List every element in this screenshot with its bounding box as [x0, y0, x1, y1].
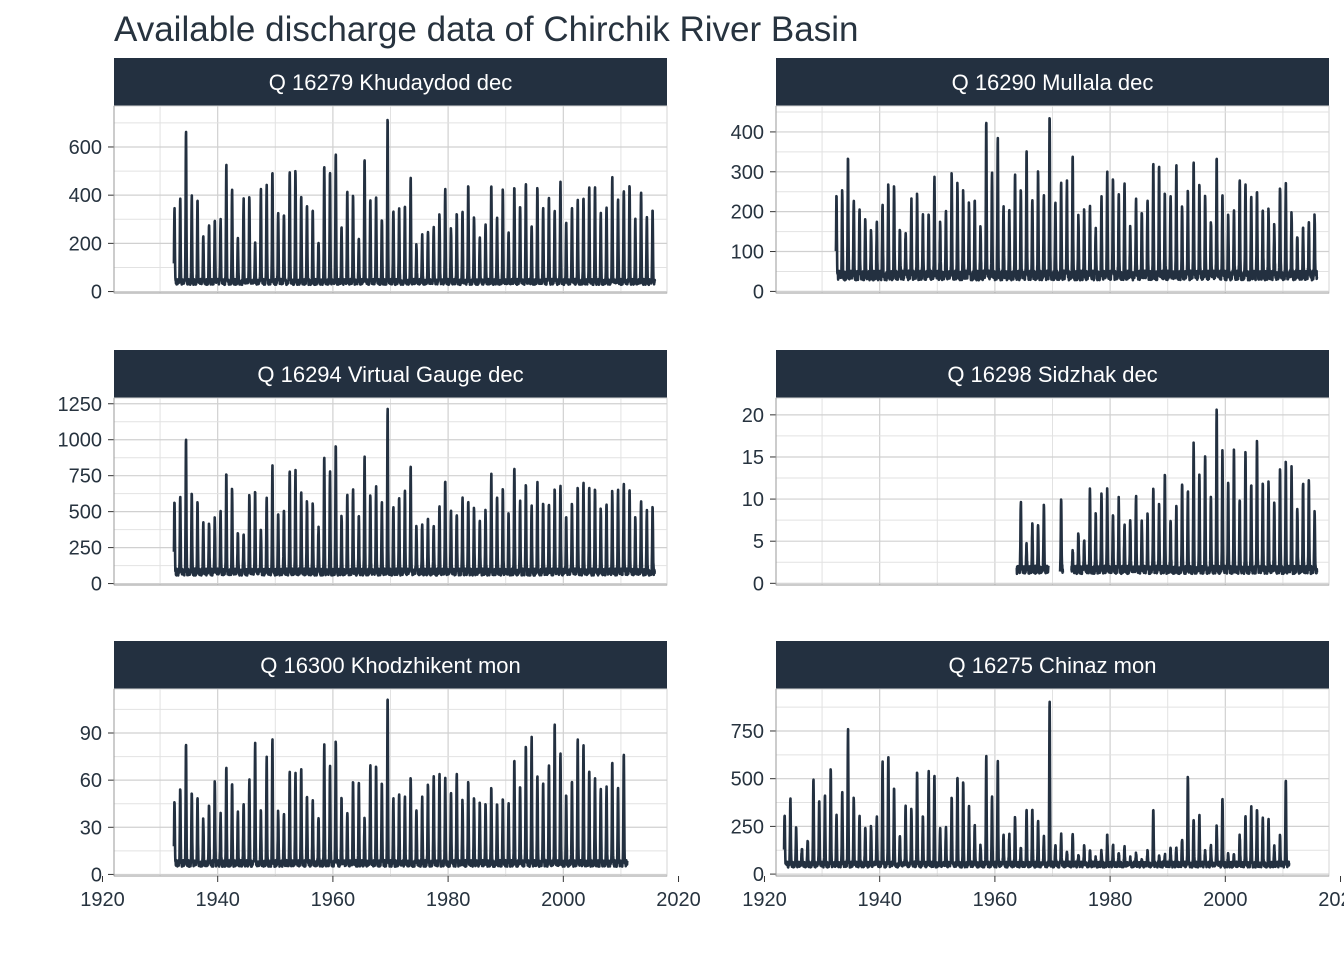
discharge-series-line — [172, 698, 629, 869]
discharge-series-line — [1015, 500, 1050, 576]
x-tick-label: 2020 — [1318, 889, 1344, 911]
y-tick-label: 100 — [731, 242, 764, 264]
x-tick-label: 1940 — [195, 889, 240, 911]
facet-title: Q 16294 Virtual Gauge dec — [257, 362, 523, 387]
facet-strip — [114, 641, 667, 689]
discharge-series-line — [172, 118, 657, 287]
y-tick-label: 200 — [731, 202, 764, 224]
y-tick-label: 20 — [742, 405, 764, 427]
y-tick-label: 10 — [742, 489, 764, 511]
y-tick-label: 400 — [731, 122, 764, 144]
facet-title: Q 16279 Khudaydod dec — [269, 70, 512, 95]
x-tick-label: 2000 — [1203, 889, 1248, 911]
x-tick-label: 1920 — [742, 889, 787, 911]
x-tick-label: 1980 — [1088, 889, 1133, 911]
facet-2: Q 16290 Mullala dec 0 100 200 300 400 — [731, 58, 1330, 303]
y-tick-label: 600 — [69, 137, 102, 159]
y-tick-label: 0 — [91, 864, 102, 886]
y-tick-label: 60 — [80, 770, 102, 792]
x-tick-label: 1920 — [80, 889, 125, 911]
facet-title: Q 16275 Chinaz mon — [949, 653, 1157, 678]
y-tick-label: 1250 — [58, 394, 103, 416]
facet-3: Q 16294 Virtual Gauge dec 0 250 500 750 1000 1… — [58, 350, 668, 596]
x-tick-label: 1980 — [426, 889, 471, 911]
y-tick-label: 500 — [731, 769, 764, 791]
discharge-series-line — [1058, 498, 1065, 574]
y-tick-label: 0 — [91, 574, 102, 596]
facet-4: Q 16298 Sidzhak dec 0 5 10 15 20 — [742, 350, 1330, 595]
x-tick-label: 2020 — [656, 889, 701, 911]
x-tick-label: 1960 — [311, 889, 356, 911]
facet-6: Q 16275 Chinaz mon 0 250 500 750 1920 1940 1960… — [731, 641, 1344, 911]
y-tick-label: 750 — [69, 466, 102, 488]
facet-strip — [114, 350, 667, 398]
chart-title: Available discharge data of Chirchik Riv… — [114, 10, 859, 49]
facet-strip — [776, 641, 1329, 689]
x-tick-label: 1960 — [973, 889, 1018, 911]
y-tick-label: 400 — [69, 185, 102, 207]
facet-title: Q 16300 Khodzhikent mon — [260, 653, 521, 678]
y-tick-label: 0 — [753, 573, 764, 595]
facet-title: Q 16290 Mullala dec — [952, 70, 1154, 95]
facet-strip — [776, 58, 1329, 106]
y-tick-label: 500 — [69, 502, 102, 524]
discharge-series-line — [782, 700, 1291, 869]
y-tick-label: 1000 — [58, 430, 103, 452]
facet-title: Q 16298 Sidzhak dec — [947, 362, 1157, 387]
y-tick-label: 5 — [753, 531, 764, 553]
y-tick-label: 0 — [753, 864, 764, 886]
facet-1: Q 16279 Khudaydod dec 0 200 400 600 — [69, 58, 668, 304]
y-tick-label: 0 — [753, 281, 764, 303]
y-tick-label: 300 — [731, 162, 764, 184]
y-tick-label: 90 — [80, 723, 102, 745]
facet-5: Q 16300 Khodzhikent mon 0 30 60 90 1920 1940 19… — [80, 641, 701, 911]
discharge-series-line — [1070, 408, 1319, 576]
y-tick-label: 750 — [731, 721, 764, 743]
facet-strip — [776, 350, 1329, 398]
x-tick-label: 1940 — [857, 889, 902, 911]
y-tick-label: 30 — [80, 817, 102, 839]
y-tick-label: 250 — [731, 816, 764, 838]
y-tick-label: 0 — [91, 282, 102, 304]
y-tick-label: 200 — [69, 233, 102, 255]
y-tick-label: 15 — [742, 447, 764, 469]
facet-strip — [114, 58, 667, 106]
x-tick-label: 2000 — [541, 889, 586, 911]
discharge-series-line — [834, 117, 1319, 282]
discharge-series-line — [172, 407, 657, 577]
y-tick-label: 250 — [69, 538, 102, 560]
